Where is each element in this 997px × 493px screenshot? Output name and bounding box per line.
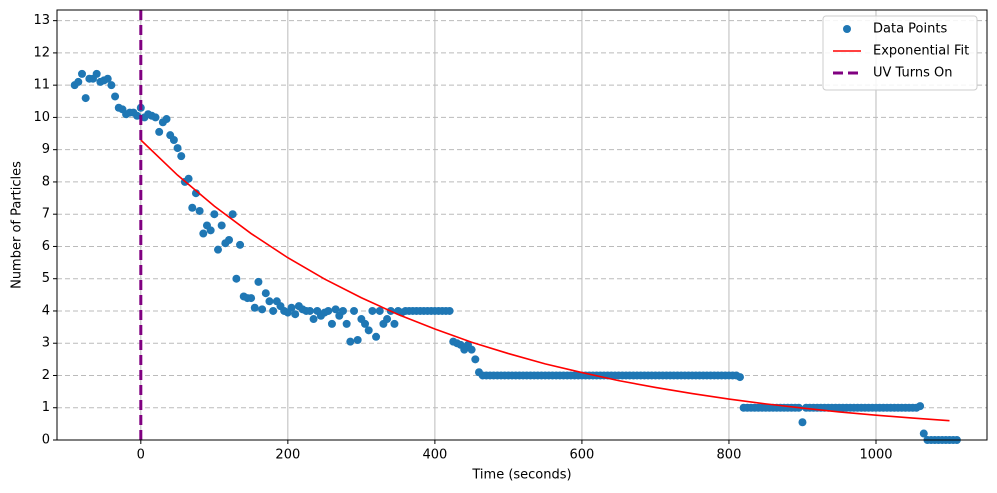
y-tick-label: 0 bbox=[42, 433, 50, 448]
data-point bbox=[151, 113, 160, 122]
data-point bbox=[309, 315, 318, 324]
data-point bbox=[350, 306, 359, 315]
data-point bbox=[195, 206, 204, 215]
data-point bbox=[327, 319, 336, 328]
data-point bbox=[361, 319, 370, 328]
data-point bbox=[214, 245, 223, 254]
data-point bbox=[390, 319, 399, 328]
data-point bbox=[261, 289, 270, 298]
plot-area bbox=[70, 10, 961, 444]
y-tick-label: 12 bbox=[33, 45, 50, 60]
data-point bbox=[735, 373, 744, 382]
y-tick-label: 11 bbox=[33, 78, 50, 93]
y-axis-label: Number of Particles bbox=[10, 161, 25, 289]
x-tick-label: 800 bbox=[717, 448, 742, 463]
data-point bbox=[111, 92, 120, 101]
y-tick-label: 7 bbox=[42, 207, 50, 222]
legend-label: UV Turns On bbox=[873, 66, 952, 81]
y-tick-label: 6 bbox=[42, 239, 50, 254]
data-point bbox=[471, 355, 480, 364]
data-point bbox=[346, 337, 355, 346]
data-point bbox=[169, 136, 178, 144]
data-point bbox=[383, 315, 392, 324]
data-point bbox=[155, 127, 164, 136]
data-point bbox=[258, 305, 267, 314]
data-point bbox=[206, 226, 215, 235]
data-point bbox=[77, 69, 86, 78]
data-point bbox=[467, 345, 476, 354]
data-point bbox=[287, 303, 296, 312]
data-point bbox=[324, 306, 333, 315]
data-point bbox=[74, 77, 83, 86]
data-point bbox=[353, 336, 362, 344]
y-tick-label: 8 bbox=[42, 174, 50, 189]
legend-box bbox=[822, 15, 978, 91]
x-tick-label: 1000 bbox=[859, 448, 892, 463]
data-point bbox=[247, 294, 256, 303]
data-point bbox=[107, 81, 116, 90]
data-point bbox=[368, 306, 377, 315]
data-point bbox=[199, 229, 208, 238]
data-point bbox=[162, 115, 171, 124]
data-point bbox=[364, 326, 373, 335]
data-point bbox=[445, 306, 454, 315]
data-point bbox=[177, 152, 186, 161]
data-point bbox=[191, 189, 200, 198]
x-tick-label: 400 bbox=[422, 448, 447, 463]
data-point bbox=[188, 203, 197, 212]
legend-marker bbox=[843, 25, 851, 33]
y-tick-label: 10 bbox=[33, 110, 50, 125]
y-tick-label: 9 bbox=[42, 142, 50, 157]
data-point bbox=[291, 310, 300, 319]
data-point bbox=[250, 303, 259, 312]
data-point bbox=[133, 111, 142, 120]
legend-label: Exponential Fit bbox=[873, 44, 969, 59]
data-point bbox=[798, 418, 807, 427]
data-point bbox=[92, 69, 101, 78]
data-point bbox=[184, 174, 193, 183]
data-point bbox=[217, 221, 226, 230]
y-tick-label: 3 bbox=[42, 336, 50, 351]
data-point bbox=[265, 297, 274, 306]
data-point bbox=[210, 210, 219, 219]
data-point bbox=[342, 319, 351, 328]
legend-label: Data Points bbox=[873, 22, 947, 37]
plot-frame bbox=[56, 9, 988, 441]
data-point bbox=[103, 74, 112, 83]
x-axis-label: Time (seconds) bbox=[471, 468, 571, 483]
x-tick-label: 600 bbox=[570, 448, 595, 463]
data-point bbox=[331, 305, 340, 314]
data-point bbox=[305, 306, 314, 315]
y-tick-label: 13 bbox=[33, 13, 50, 28]
data-point bbox=[81, 94, 90, 103]
data-point bbox=[232, 274, 241, 283]
y-tick-label: 4 bbox=[42, 303, 50, 318]
y-tick-label: 1 bbox=[42, 400, 50, 415]
data-point bbox=[225, 236, 234, 244]
y-tick-label: 2 bbox=[42, 368, 50, 383]
data-point bbox=[372, 332, 381, 341]
data-point bbox=[236, 240, 245, 249]
x-tick-label: 200 bbox=[275, 448, 300, 463]
x-tick-label: 0 bbox=[137, 448, 145, 463]
data-point bbox=[916, 402, 925, 411]
data-point bbox=[173, 144, 182, 153]
y-tick-label: 5 bbox=[42, 271, 50, 286]
data-point bbox=[338, 306, 347, 315]
data-point bbox=[375, 306, 384, 315]
data-point bbox=[919, 429, 928, 438]
data-point bbox=[269, 306, 278, 315]
data-point bbox=[228, 210, 237, 219]
fit-line bbox=[140, 139, 950, 422]
data-point bbox=[254, 277, 263, 286]
